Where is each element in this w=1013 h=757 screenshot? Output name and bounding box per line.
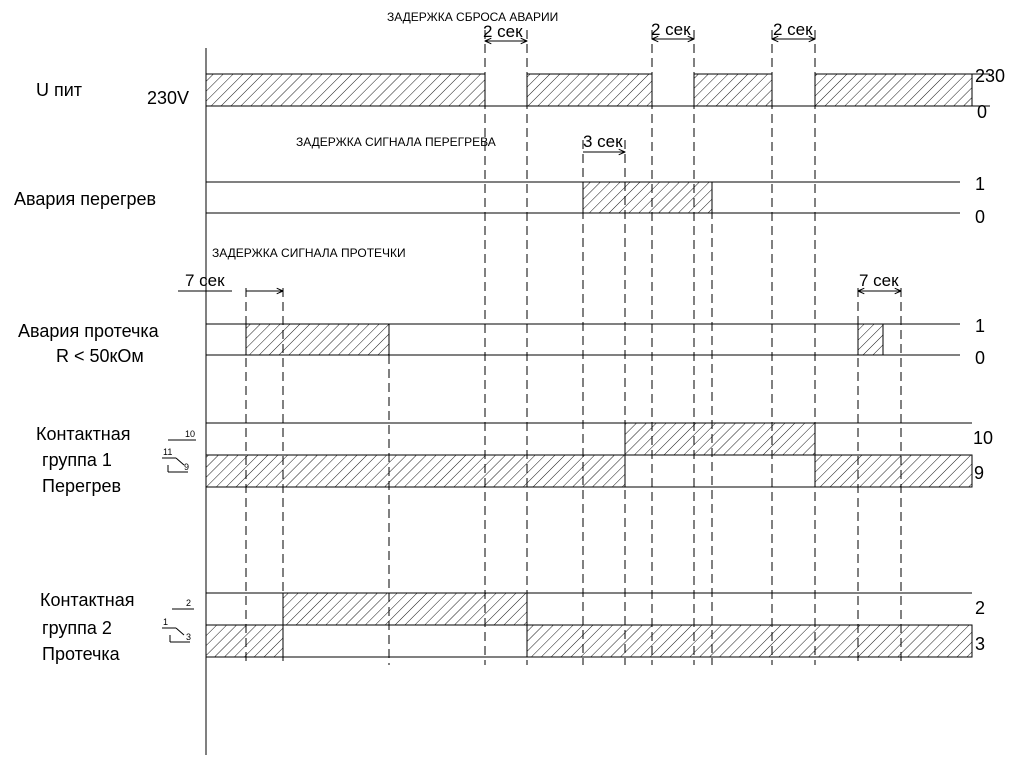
overheat-pulse — [582, 181, 713, 214]
group1-contact-symbol: 10 11 9 — [162, 429, 196, 473]
group1-pin-bot: 9 — [184, 462, 189, 472]
reset-delay-2s-a: 2 сек — [483, 22, 523, 41]
leak-level-low: 0 — [975, 348, 985, 368]
row-u-pit: U пит 230V 230 0 — [36, 66, 1005, 122]
row-contact-group-1: Контактная группа 1 Перегрев 10 11 9 10 … — [36, 422, 993, 496]
u-pit-pulse-1 — [205, 73, 486, 107]
leak-label-line2: R < 50кОм — [56, 346, 144, 366]
overheat-level-high: 1 — [975, 174, 985, 194]
leak-delay-7s-a: 7 сек — [185, 271, 225, 290]
overheat-label: Авария перегрев — [14, 189, 156, 209]
row-overheat: ЗАДЕРЖКА СИГНАЛА ПЕРЕГРЕВА 3 сек Авария … — [14, 132, 985, 227]
group2-state-3-b — [526, 624, 973, 658]
group2-label-line2: группа 2 — [42, 618, 112, 638]
u-pit-label: U пит — [36, 80, 82, 100]
group2-level-low: 3 — [975, 634, 985, 654]
group1-pin-mid: 11 — [163, 447, 172, 457]
row-contact-group-2: Контактная группа 2 Протечка 2 1 3 2 3 — [40, 590, 985, 664]
group1-state-9-b — [814, 454, 973, 488]
group2-label-line1: Контактная — [40, 590, 135, 610]
group1-label-line2: группа 1 — [42, 450, 112, 470]
group1-label-line1: Контактная — [36, 424, 131, 444]
overheat-delay-label: ЗАДЕРЖКА СИГНАЛА ПЕРЕГРЕВА — [296, 135, 496, 149]
reset-delay-2s-c: 2 сек — [773, 20, 813, 39]
row-leak: ЗАДЕРЖКА СИГНАЛА ПРОТЕЧКИ 7 сек 7 сек Ав… — [18, 246, 985, 368]
reset-delay-2s-b: 2 сек — [651, 20, 691, 39]
group1-label-line3: Перегрев — [42, 476, 121, 496]
u-pit-level-high: 230 — [975, 66, 1005, 86]
overheat-level-low: 0 — [975, 207, 985, 227]
group2-pin-mid: 1 — [163, 617, 168, 627]
leak-delay-7s-b: 7 сек — [859, 271, 899, 290]
group2-state-2 — [282, 592, 528, 626]
u-pit-voltage: 230V — [147, 88, 189, 108]
leak-delay-label: ЗАДЕРЖКА СИГНАЛА ПРОТЕЧКИ — [212, 246, 406, 260]
overheat-delay-3s: 3 сек — [583, 132, 623, 151]
u-pit-pulse-2 — [526, 73, 653, 107]
group1-level-high: 10 — [973, 428, 993, 448]
u-pit-level-low: 0 — [977, 102, 987, 122]
leak-level-high: 1 — [975, 316, 985, 336]
reset-delay-annotation: ЗАДЕРЖКА СБРОСА АВАРИИ 2 сек 2 сек 2 сек — [387, 10, 815, 41]
group1-state-10 — [624, 422, 816, 456]
group1-level-low: 9 — [974, 463, 984, 483]
u-pit-pulse-4 — [814, 73, 973, 107]
group2-contact-symbol: 2 1 3 — [162, 598, 194, 643]
leak-pulse-1 — [245, 323, 390, 356]
leak-label-line1: Авария протечка — [18, 321, 160, 341]
group2-pin-top: 2 — [186, 598, 191, 608]
u-pit-pulse-3 — [693, 73, 773, 107]
group2-state-3-a — [205, 624, 284, 658]
group2-level-high: 2 — [975, 598, 985, 618]
leak-pulse-2 — [857, 323, 884, 356]
group2-pin-bot: 3 — [186, 632, 191, 642]
reset-delay-label: ЗАДЕРЖКА СБРОСА АВАРИИ — [387, 10, 558, 24]
group1-state-9-a — [205, 454, 626, 488]
group2-label-line3: Протечка — [42, 644, 121, 664]
group1-pin-top: 10 — [185, 429, 195, 439]
